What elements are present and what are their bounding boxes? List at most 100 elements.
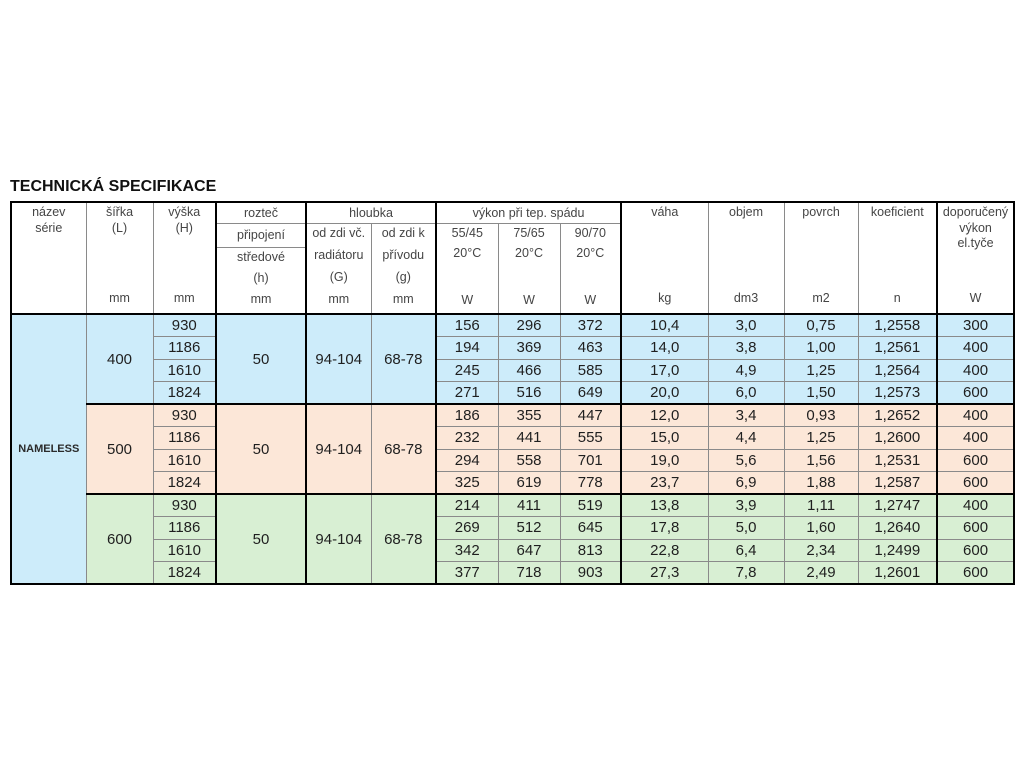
- height-cell: 1824: [152, 561, 217, 585]
- surface-cell: 1,56: [783, 448, 859, 472]
- coefficient-cell: 1,2558: [857, 313, 938, 337]
- height-cell: 1824: [152, 381, 217, 405]
- power-7565-cell: 441: [497, 426, 561, 450]
- header-nazev-serie-label: název série: [32, 205, 66, 235]
- weight-cell: 15,0: [620, 426, 709, 450]
- header-g-line-2: radiátoru: [314, 247, 364, 262]
- coefficient-cell: 1,2587: [857, 471, 938, 495]
- header-sirka-unit: mm: [109, 291, 130, 305]
- el-power-cell: 400: [936, 493, 1015, 517]
- height-cell: 930: [152, 313, 217, 337]
- depth-gg-cell: 68-78: [370, 493, 437, 585]
- el-power-cell: 300: [936, 313, 1015, 337]
- header-doporuceny-label: doporučený výkon el.tyče: [942, 205, 1009, 251]
- coefficient-cell: 1,2531: [857, 448, 938, 472]
- coefficient-cell: 1,2600: [857, 426, 938, 450]
- el-power-cell: 600: [936, 538, 1015, 562]
- surface-cell: 1,60: [783, 516, 859, 540]
- power-7565-cell: 647: [497, 538, 561, 562]
- series-name-cell: NAMELESS: [10, 313, 87, 585]
- header-gg-line-2: přívodu: [382, 247, 425, 262]
- height-cell: 1610: [152, 358, 217, 382]
- header-gg-line-1: od zdi k: [381, 225, 425, 240]
- header-spad-5545-ratio: 55/45: [451, 225, 483, 240]
- volume-cell: 3,4: [707, 403, 785, 427]
- power-7565-cell: 411: [497, 493, 561, 517]
- weight-cell: 14,0: [620, 336, 709, 360]
- pitch-cell: 50: [215, 493, 307, 585]
- height-cell: 1610: [152, 538, 217, 562]
- height-cell: 930: [152, 493, 217, 517]
- power-5545-cell: 377: [435, 561, 499, 585]
- header-spad-7565-ratio: 75/65: [513, 225, 545, 240]
- power-9070-cell: 649: [559, 381, 622, 405]
- coefficient-cell: 1,2499: [857, 538, 938, 562]
- volume-cell: 3,8: [707, 336, 785, 360]
- volume-cell: 4,4: [707, 426, 785, 450]
- power-7565-cell: 355: [497, 403, 561, 427]
- height-cell: 1824: [152, 471, 217, 495]
- power-5545-cell: 271: [435, 381, 499, 405]
- header-vyska-unit: mm: [173, 291, 195, 305]
- weight-cell: 20,0: [620, 381, 709, 405]
- coefficient-cell: 1,2564: [857, 358, 938, 382]
- el-power-cell: 400: [936, 426, 1015, 450]
- depth-g-cell: 94-104: [305, 493, 372, 585]
- header-stredove: středové (h) mm: [215, 246, 307, 315]
- pitch-cell: 50: [215, 313, 307, 405]
- width-cell: 400: [85, 313, 154, 405]
- weight-cell: 13,8: [620, 493, 709, 517]
- power-5545-cell: 156: [435, 313, 499, 337]
- header-stredove-h: (h): [253, 270, 269, 285]
- header-spad-7565-unit: W: [523, 292, 535, 307]
- el-power-cell: 600: [936, 516, 1015, 540]
- power-7565-cell: 369: [497, 336, 561, 360]
- weight-cell: 17,0: [620, 358, 709, 382]
- header-spad-9070-ratio: 90/70: [574, 225, 606, 240]
- weight-cell: 19,0: [620, 448, 709, 472]
- header-g-line-3: (G): [329, 270, 348, 285]
- volume-cell: 3,9: [707, 493, 785, 517]
- weight-cell: 27,3: [620, 561, 709, 585]
- header-povrch: povrch m2: [783, 201, 859, 315]
- power-9070-cell: 701: [559, 448, 622, 472]
- header-vaha-label: váha: [651, 205, 679, 219]
- header-objem-unit: dm3: [733, 291, 759, 305]
- pitch-cell: 50: [215, 403, 307, 495]
- power-7565-cell: 466: [497, 358, 561, 382]
- header-spad-5545-temp: 20°C: [453, 245, 482, 260]
- header-nazev-serie: název série: [10, 201, 87, 315]
- el-power-cell: 400: [936, 336, 1015, 360]
- height-cell: 930: [152, 403, 217, 427]
- header-doporuceny: doporučený výkon el.tyče W: [936, 201, 1015, 315]
- power-9070-cell: 519: [559, 493, 622, 517]
- power-5545-cell: 186: [435, 403, 499, 427]
- power-9070-cell: 555: [559, 426, 622, 450]
- coefficient-cell: 1,2652: [857, 403, 938, 427]
- header-koeficient-unit: n: [893, 291, 901, 305]
- header-koeficient-label: koeficient: [870, 205, 924, 219]
- power-7565-cell: 718: [497, 561, 561, 585]
- header-vykon: výkon při tep. spádu: [435, 201, 622, 224]
- power-7565-cell: 516: [497, 381, 561, 405]
- el-power-cell: 600: [936, 561, 1015, 585]
- el-power-cell: 600: [936, 381, 1015, 405]
- width-cell: 500: [85, 403, 154, 495]
- power-5545-cell: 194: [435, 336, 499, 360]
- surface-cell: 1,50: [783, 381, 859, 405]
- weight-cell: 12,0: [620, 403, 709, 427]
- power-7565-cell: 512: [497, 516, 561, 540]
- depth-g-cell: 94-104: [305, 313, 372, 405]
- el-power-cell: 400: [936, 358, 1015, 382]
- height-cell: 1186: [152, 426, 217, 450]
- el-power-cell: 600: [936, 471, 1015, 495]
- header-g-unit: mm: [328, 292, 350, 307]
- power-9070-cell: 585: [559, 358, 622, 382]
- header-g-line-1: od zdi vč.: [312, 225, 366, 240]
- header-gg-line-3: (g): [395, 270, 411, 285]
- header-vyska-label: výška (H): [168, 205, 201, 235]
- header-od-zdi-privodu: od zdi k přívodu (g) mm: [370, 222, 437, 315]
- volume-cell: 3,0: [707, 313, 785, 337]
- header-spad-5545: 55/45 20°C W: [435, 222, 499, 315]
